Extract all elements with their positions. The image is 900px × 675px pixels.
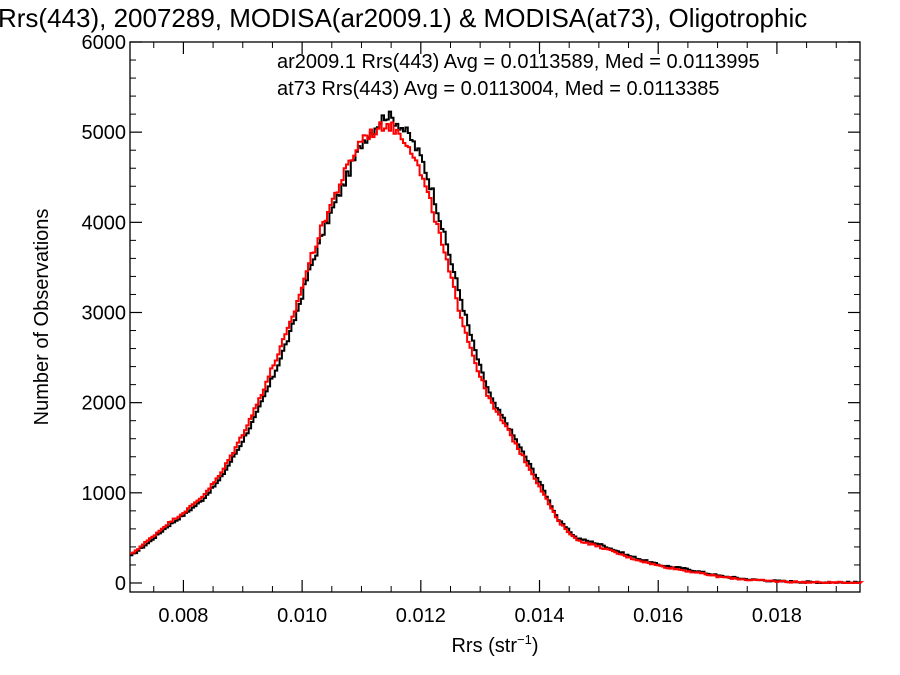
x-axis-label: Rrs (str−1) (451, 632, 538, 657)
data-series (130, 110, 865, 584)
x-axis-label-close: ) (532, 635, 539, 657)
y-tick-label: 1000 (82, 483, 127, 505)
series-at73-line (130, 121, 865, 584)
y-tick-label: 5000 (82, 122, 127, 144)
x-axis-label-sup: −1 (517, 632, 532, 647)
y-tick-label: 3000 (82, 302, 127, 324)
x-tick-label: 0.018 (752, 605, 802, 627)
x-axis-label-main: Rrs (str (451, 635, 517, 657)
y-tick-label: 6000 (82, 32, 127, 54)
series-ar2009-line (130, 110, 862, 584)
chart-title: Rrs(443), 2007289, MODISA(ar2009.1) & MO… (0, 3, 807, 33)
x-tick-label: 0.016 (633, 605, 683, 627)
annotation-at73: at73 Rrs(443) Avg = 0.0113004, Med = 0.0… (277, 78, 720, 100)
x-tick-label: 0.012 (396, 605, 446, 627)
x-tick-label: 0.014 (514, 605, 564, 627)
x-tick-label: 0.008 (158, 605, 208, 627)
y-tick-label: 0 (115, 573, 126, 595)
x-tick-label: 0.010 (277, 605, 327, 627)
axis-ticks: 0.008 0.010 0.012 0.014 0.016 0.018 0 1000 2000 3… (82, 32, 860, 627)
annotation-ar2009: ar2009.1 Rrs(443) Avg = 0.0113589, Med =… (277, 51, 760, 73)
y-axis-label: Number of Observations (31, 209, 53, 426)
y-tick-label: 2000 (82, 393, 127, 415)
y-tick-label: 4000 (82, 212, 127, 234)
plot-frame (129, 41, 861, 593)
